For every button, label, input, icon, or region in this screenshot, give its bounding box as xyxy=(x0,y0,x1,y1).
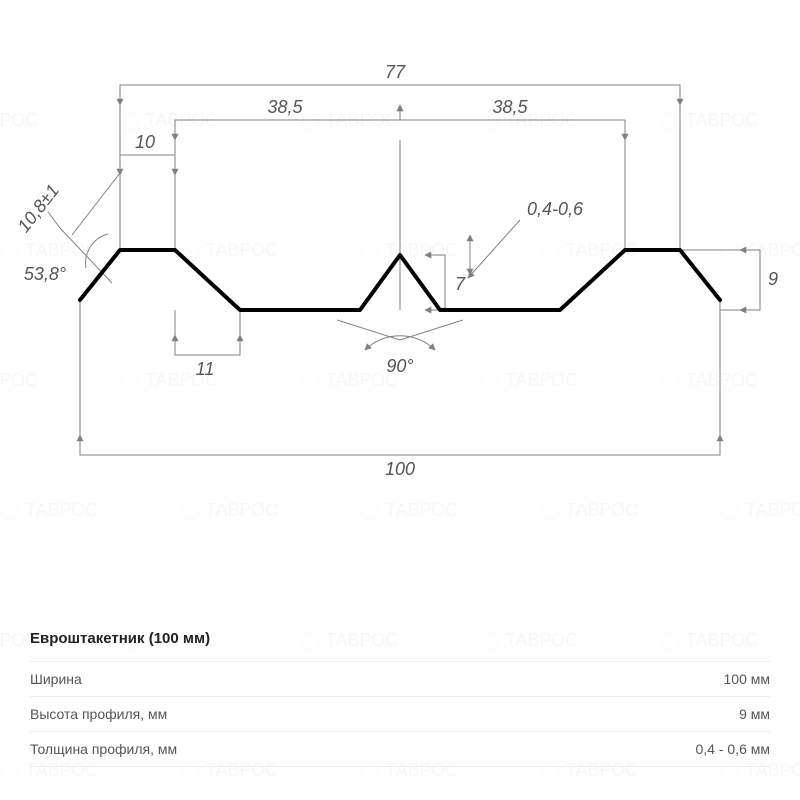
spec-table: Евроштакетник (100 мм) Ширина 100 мм Высот… xyxy=(30,630,770,767)
svg-text:100: 100 xyxy=(385,459,415,479)
svg-text:7: 7 xyxy=(455,274,466,294)
profile-diagram: 77 38,5 38,5 10 9 100 11 7 0,4-0,6 10,8±1 53,8° 90° xyxy=(0,0,800,550)
svg-text:11: 11 xyxy=(196,359,215,379)
svg-text:10: 10 xyxy=(135,132,155,152)
spec-label: Высота профиля, мм xyxy=(30,706,167,722)
spec-label: Толщина профиля, мм xyxy=(30,741,177,757)
spec-row: Толщина профиля, мм 0,4 - 0,6 мм xyxy=(30,731,770,767)
svg-text:38,5: 38,5 xyxy=(267,97,303,117)
spec-row: Высота профиля, мм 9 мм xyxy=(30,696,770,731)
spec-value: 9 мм xyxy=(739,706,770,722)
svg-text:77: 77 xyxy=(385,62,406,82)
svg-text:90°: 90° xyxy=(386,356,413,376)
svg-text:53,8°: 53,8° xyxy=(24,264,66,284)
spec-rows: Ширина 100 мм Высота профиля, мм 9 мм Толщин… xyxy=(30,661,770,767)
svg-text:9: 9 xyxy=(768,269,778,289)
svg-text:10,8±1: 10,8±1 xyxy=(13,181,63,237)
svg-text:38,5: 38,5 xyxy=(492,97,528,117)
spec-row: Ширина 100 мм xyxy=(30,661,770,696)
spec-title: Евроштакетник (100 мм) xyxy=(30,630,770,647)
spec-value: 100 мм xyxy=(724,671,771,687)
svg-text:0,4-0,6: 0,4-0,6 xyxy=(527,199,584,219)
spec-value: 0,4 - 0,6 мм xyxy=(695,741,770,757)
spec-label: Ширина xyxy=(30,671,82,687)
